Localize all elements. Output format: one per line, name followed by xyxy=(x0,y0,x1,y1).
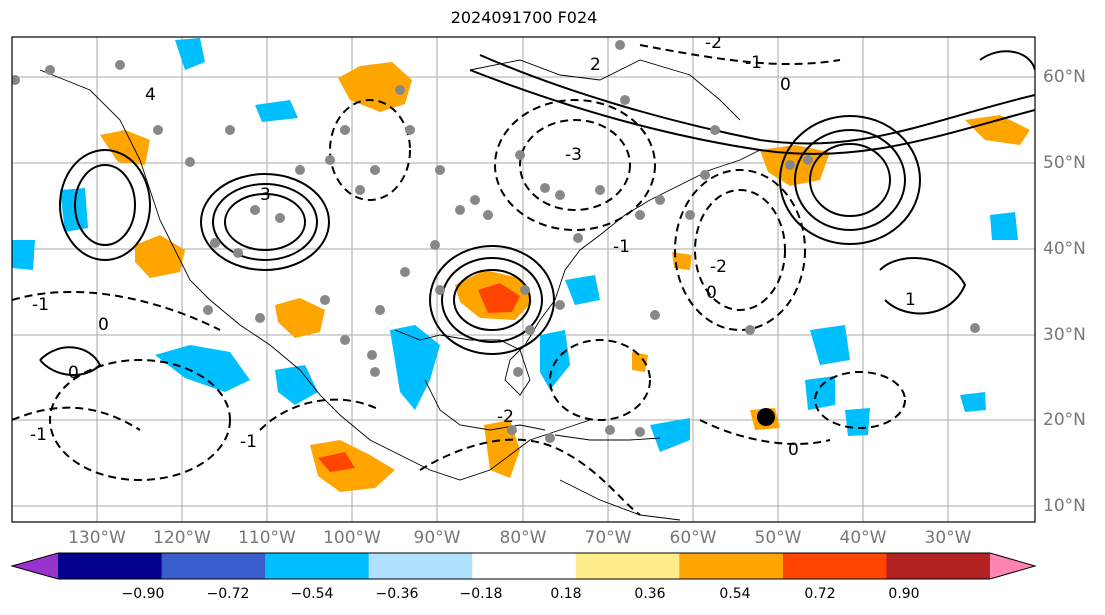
contour-label: -1 xyxy=(745,53,762,73)
contour-label: -1 xyxy=(30,425,47,445)
lon-label: 30°W xyxy=(924,528,972,548)
contour-label: 4 xyxy=(145,85,156,105)
contour-lines xyxy=(39,50,1035,377)
colorbar-segment xyxy=(782,553,887,579)
lon-label: 120°W xyxy=(153,528,211,548)
negative-contour-lines xyxy=(12,44,906,516)
colorbar-tick-label: −0.18 xyxy=(459,586,503,602)
colorbar-extend-low xyxy=(12,553,58,579)
contour-label: 0 xyxy=(68,363,79,383)
lon-label: 100°W xyxy=(323,528,381,548)
contour-label: 1 xyxy=(905,290,916,310)
contour-label: -1 xyxy=(32,295,49,315)
colorbar-tick-label: −0.36 xyxy=(375,586,419,602)
lon-label: 70°W xyxy=(584,528,632,548)
lon-label: 130°W xyxy=(68,528,126,548)
contour-label: 0 xyxy=(98,315,109,335)
colorbar-segment xyxy=(265,553,370,579)
colorbar-segment xyxy=(886,553,991,579)
contour-label: -3 xyxy=(565,145,582,165)
contour-label: -1 xyxy=(613,237,630,257)
contour-label: 0 xyxy=(788,440,799,460)
colorbar xyxy=(10,552,1037,580)
colorbar-segment xyxy=(368,553,473,579)
lon-label: 110°W xyxy=(238,528,296,548)
colorbar-segment xyxy=(679,553,784,579)
lat-label: 40°N xyxy=(1043,239,1086,259)
contour-label: -2 xyxy=(497,407,514,427)
chart-title: 2024091700 F024 xyxy=(450,8,598,27)
coastlines xyxy=(39,59,761,521)
contour-label: 3 xyxy=(260,185,271,205)
colorbar-tick-label: −0.54 xyxy=(290,586,334,602)
storm-center-marker xyxy=(757,408,775,426)
lat-label: 60°N xyxy=(1043,67,1086,87)
lon-label: 60°W xyxy=(669,528,717,548)
contour-label: 0 xyxy=(780,75,791,95)
colorbar-outline xyxy=(10,552,1037,580)
colorbar-segment xyxy=(161,553,266,579)
colorbar-tick-label: 0.72 xyxy=(804,586,836,602)
lon-label: 90°W xyxy=(413,528,461,548)
contour-labels: -2 -1 0 -3 2 3 4 -1 0 1 -2 0 -1 -2 -1 0 … xyxy=(30,33,916,460)
lon-label: 40°W xyxy=(839,528,887,548)
colorbar-tick-label: 0.54 xyxy=(719,586,751,602)
lat-label: 10°N xyxy=(1043,496,1086,516)
map-frame xyxy=(11,36,1036,523)
lon-label: 50°W xyxy=(754,528,802,548)
station-markers xyxy=(12,40,980,443)
colorbar-tick-label: 0.90 xyxy=(888,586,920,602)
contour-label: -2 xyxy=(705,33,722,53)
contour-label: -2 xyxy=(710,257,727,277)
colorbar-tick-label: 0.36 xyxy=(634,586,666,602)
lat-label: 50°N xyxy=(1043,153,1086,173)
colorbar-tick-label: −0.72 xyxy=(206,586,250,602)
colorbar-segment xyxy=(58,553,163,579)
lon-label: 80°W xyxy=(499,528,547,548)
lat-label: 30°N xyxy=(1043,325,1086,345)
lat-label: 20°N xyxy=(1043,410,1086,430)
shaded-anomaly-fields xyxy=(12,38,1030,492)
colorbar-tick-label: −0.90 xyxy=(121,586,165,602)
colorbar-tick-label: 0.18 xyxy=(550,586,582,602)
contour-label: 0 xyxy=(706,283,717,303)
contour-label: 2 xyxy=(590,55,601,75)
colorbar-extend-high xyxy=(990,553,1035,579)
colorbar-segment xyxy=(575,553,680,579)
contour-label: -1 xyxy=(240,432,257,452)
colorbar-segment xyxy=(472,553,577,579)
